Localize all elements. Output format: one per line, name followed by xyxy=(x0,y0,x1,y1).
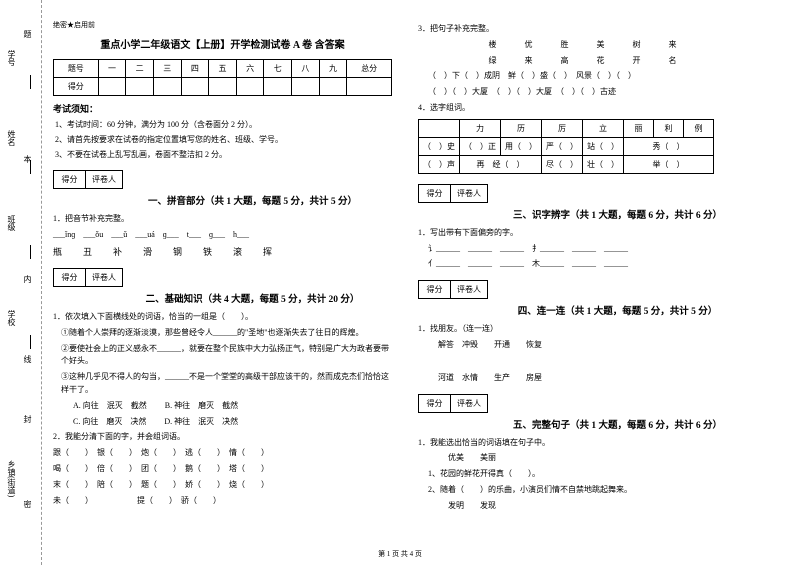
section-score-box: 得分 评卷人 xyxy=(418,184,488,203)
q-text: 1．我能选出恰当的词语填在句子中。 xyxy=(418,437,757,450)
section-1-heading: 一、拼音部分（共 1 大题，每题 5 分，共计 5 分） xyxy=(113,193,392,207)
radical-row: 亻______ ______ ______ 木______ ______ ___… xyxy=(418,258,757,271)
grader-label: 评卷人 xyxy=(86,269,122,286)
section-score-box: 得分 评卷人 xyxy=(53,170,123,189)
binding-label-xiangzhen: 乡镇(街道) xyxy=(6,460,17,497)
table-row: 力 历 厉 立 丽 利 例 xyxy=(419,119,714,137)
section-score-box: 得分 评卷人 xyxy=(53,268,123,287)
page-container: 绝密★启用前 重点小学二年级语文【上册】开学检测试卷 A 卷 含答案 题号 一 … xyxy=(0,0,800,565)
notice-item: 1、考试时间：60 分钟，满分为 100 分（含卷面分 2 分）。 xyxy=(55,119,392,131)
section-5-heading: 五、完整句子（共 1 大题，每题 6 分，共计 6 分） xyxy=(478,417,757,431)
score-label: 得分 xyxy=(54,269,86,286)
char-row: 楼 优 胜 美 树 来 xyxy=(418,39,757,52)
char-select-table: 力 历 厉 立 丽 利 例 （ ）史 （ ）正 用（ ） 严（ ） 站（ ） 秀… xyxy=(418,119,714,174)
grader-label: 评卷人 xyxy=(451,185,487,202)
binding-label-xuehao: 学号 xyxy=(6,50,17,66)
grader-label: 评卷人 xyxy=(86,171,122,188)
sentence: 2、随着（ ）的乐曲，小演员们情不自禁地跳起舞来。 xyxy=(418,484,757,497)
score-table-header: 题号 一 二 三 四 五 六 七 八 九 总分 xyxy=(54,60,392,78)
notice-item: 3、不要在试卷上乱写乱画，卷面不整洁扣 2 分。 xyxy=(55,149,392,161)
section-score-box: 得分 评卷人 xyxy=(418,280,488,299)
left-column: 绝密★启用前 重点小学二年级语文【上册】开学检测试卷 A 卷 含答案 题号 一 … xyxy=(45,20,400,550)
score-label: 得分 xyxy=(419,185,451,202)
grader-label: 评卷人 xyxy=(451,395,487,412)
radical-row: 讠______ ______ ______ 扌______ ______ ___… xyxy=(418,243,757,256)
fill-row: （ ）下（ ）成阴 鲜（ ）盛（ ） 风景（ ）（ ） xyxy=(418,70,757,83)
binding-mark: 线 xyxy=(22,355,33,363)
section-2-heading: 二、基础知识（共 4 大题，每题 5 分，共计 20 分） xyxy=(113,291,392,305)
word-pair-row: 喝（ ） 倍（ ） 团（ ） 鹅（ ） 塔（ ） xyxy=(53,463,392,476)
binding-strip: 题 学号 姓名 本 班级 内 学校 线 封 乡镇(街道) 密 xyxy=(0,0,42,565)
word-pair-row: 跟（ ） 银（ ） 炮（ ） 逃（ ） 情（ ） xyxy=(53,447,392,460)
table-row: （ ）史 （ ）正 用（ ） 严（ ） 站（ ） 秀（ ） xyxy=(419,137,714,155)
q-text: 1．依次填入下面横线处的词语，恰当的一组是（ ）。 xyxy=(53,311,392,324)
q-text: 1．找朋友。（连一连） xyxy=(418,323,757,336)
match-row: 河道 水情 生产 房屋 xyxy=(418,372,757,385)
q1-text: 1．把音节补充完整。 xyxy=(53,213,392,226)
char-row: 绿 来 高 花 开 名 xyxy=(418,55,757,68)
spacer xyxy=(418,355,757,369)
right-column: 3．把句子补充完整。 楼 优 胜 美 树 来 绿 来 高 花 开 名 （ ）下（… xyxy=(410,20,765,550)
q-text: 1．写出带有下面偏旁的字。 xyxy=(418,227,757,240)
section-3-heading: 三、识字辨字（共 1 大题，每题 6 分，共计 6 分） xyxy=(478,207,757,221)
secret-label: 绝密★启用前 xyxy=(53,20,392,30)
binding-label-xingming: 姓名 xyxy=(6,130,17,146)
option-b[interactable]: B. 神往 磨灭 截然 xyxy=(165,401,238,410)
notice-heading: 考试须知： xyxy=(53,102,392,115)
q-text: 2．我能分清下面的字，并会组词语。 xyxy=(53,431,392,444)
binding-mark: 内 xyxy=(22,275,33,283)
options-row: A. 向往 泯灭 截然 B. 神往 磨灭 截然 xyxy=(53,400,392,413)
fill-row: （ ）（ ）大厦 （ ）（ ）大厦 （ ）（ ）古迹 xyxy=(418,86,757,99)
option-a[interactable]: A. 向往 泯灭 截然 xyxy=(73,401,147,410)
word-pair-row: 末（ ） 陪（ ） 题（ ） 娇（ ） 烧（ ） xyxy=(53,479,392,492)
binding-label-banji: 班级 xyxy=(6,215,17,231)
section-score-box: 得分 评卷人 xyxy=(418,394,488,413)
pinyin-row: ___ǐnɡ ___ǒu ___ǔ ___uá ɡ___ t___ ɡ___ h… xyxy=(53,229,392,242)
exam-title: 重点小学二年级语文【上册】开学检测试卷 A 卷 含答案 xyxy=(53,36,392,51)
binding-line xyxy=(30,75,31,89)
grader-label: 评卷人 xyxy=(451,281,487,298)
binding-line xyxy=(30,245,31,259)
score-label: 得分 xyxy=(419,395,451,412)
score-table: 题号 一 二 三 四 五 六 七 八 九 总分 得分 xyxy=(53,59,392,96)
binding-line xyxy=(30,160,31,174)
q-text: 3．把句子补充完整。 xyxy=(418,23,757,36)
sentence: 1、花园的鲜花开得真（ ）。 xyxy=(418,468,757,481)
option-d[interactable]: D. 神往 泯灭 决然 xyxy=(164,417,238,426)
word-pair: 发明 发现 xyxy=(418,500,757,513)
binding-label-xuexiao: 学校 xyxy=(6,310,17,326)
q-text: 4．选字组词。 xyxy=(418,102,757,115)
page-footer: 第 1 页 共 4 页 xyxy=(0,549,800,559)
q-text: ②要使社会上的正义感永不______，就要在整个民族中大力弘扬正气，特别是广大为… xyxy=(53,343,392,369)
notice-item: 2、请首先按要求在试卷的指定位置填写您的姓名、班级、学号。 xyxy=(55,134,392,146)
binding-mark: 题 xyxy=(22,30,33,38)
score-label: 得分 xyxy=(419,281,451,298)
options-row: C. 向往 磨灭 决然 D. 神往 泯灭 决然 xyxy=(53,416,392,429)
word-pair-row: 未（ ） 提（ ） 骄（ ） xyxy=(53,495,392,508)
table-row: （ ）声 再 经（ ） 尽（ ） 壮（ ） 举（ ） xyxy=(419,155,714,173)
binding-mark: 封 xyxy=(22,415,33,423)
option-c[interactable]: C. 向往 磨灭 决然 xyxy=(73,417,146,426)
hanzi-row: 瓶 丑 补 滑 钢 铁 滚 挥 xyxy=(53,245,392,259)
score-table-row: 得分 xyxy=(54,78,392,96)
match-row: 解答 冲毁 开通 恢复 xyxy=(418,339,757,352)
section-4-heading: 四、连一连（共 1 大题，每题 5 分，共计 5 分） xyxy=(478,303,757,317)
binding-mark: 本 xyxy=(22,155,33,163)
score-label: 得分 xyxy=(54,171,86,188)
binding-line xyxy=(30,335,31,349)
word-pair: 优美 美丽 xyxy=(418,452,757,465)
binding-mark: 密 xyxy=(22,500,33,508)
q-text: ①随着个人崇拜的逐渐淡漠，那些曾经令人______的"圣地"也逐渐失去了往日的辉… xyxy=(53,327,392,340)
q-text: ③这种几乎见不得人的勾当，______不是一个堂堂的高级干部应该干的，然而成克杰… xyxy=(53,371,392,397)
